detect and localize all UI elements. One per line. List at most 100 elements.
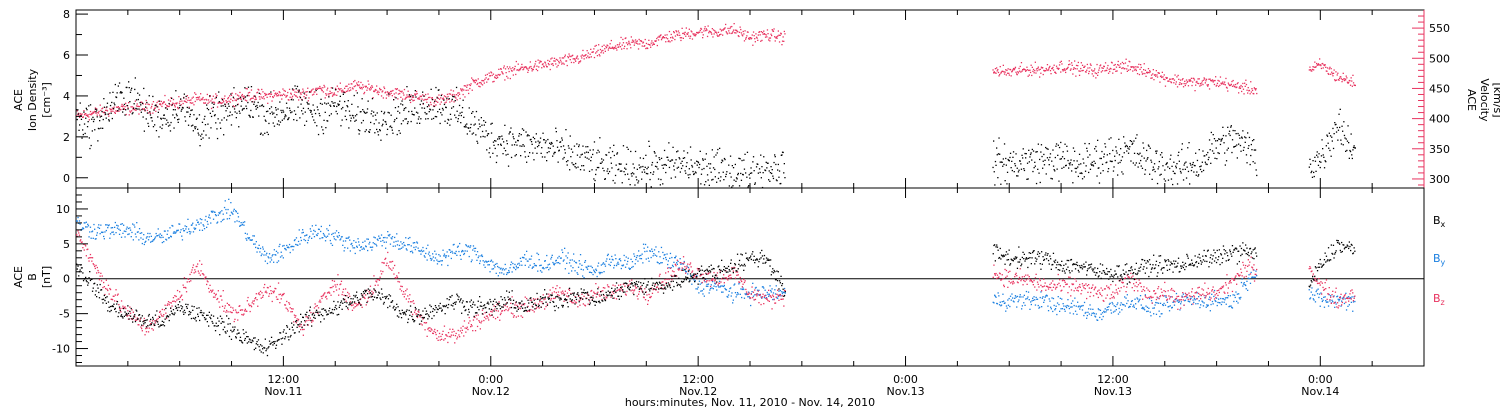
velocity-series-point bbox=[339, 82, 341, 84]
density-series-point bbox=[1221, 137, 1223, 140]
velocity-series-point bbox=[117, 106, 119, 109]
by-series-point bbox=[647, 257, 649, 259]
velocity-series-point bbox=[535, 68, 537, 70]
by-series-point bbox=[331, 233, 333, 236]
by-series-point bbox=[282, 245, 284, 247]
by-series-point bbox=[1030, 301, 1032, 303]
density-series-point bbox=[645, 154, 647, 156]
by-series-point bbox=[1004, 302, 1006, 304]
density-series-point bbox=[1165, 163, 1167, 166]
velocity-series-point bbox=[1124, 62, 1127, 64]
density-series-point bbox=[1068, 162, 1070, 165]
density-series-point bbox=[451, 107, 453, 109]
density-series-point bbox=[141, 108, 143, 111]
by-series-point bbox=[176, 230, 179, 232]
density-series-point bbox=[1083, 162, 1085, 164]
velocity-series-point bbox=[394, 96, 396, 98]
by-series-point bbox=[188, 228, 190, 230]
density-series-point bbox=[448, 119, 450, 121]
density-series-point bbox=[1129, 140, 1131, 142]
density-series-point bbox=[662, 167, 664, 169]
by-series-point bbox=[1318, 293, 1321, 295]
by-series-point bbox=[627, 260, 629, 263]
density-series-point bbox=[1120, 148, 1122, 150]
by-series-point bbox=[573, 260, 575, 262]
density-series-point bbox=[1346, 149, 1348, 152]
density-series-point bbox=[1178, 151, 1180, 153]
by-series-point bbox=[516, 267, 518, 269]
velocity-series-point bbox=[151, 105, 153, 108]
by-series-point bbox=[270, 259, 273, 261]
density-series-point bbox=[501, 138, 504, 140]
velocity-series-point bbox=[366, 87, 369, 89]
by-series-point bbox=[333, 236, 335, 238]
velocity-series-point bbox=[408, 96, 410, 98]
density-series-point bbox=[1255, 169, 1257, 171]
by-series-point bbox=[311, 225, 313, 227]
by-series-point bbox=[174, 232, 177, 234]
density-series-point bbox=[1128, 148, 1130, 150]
velocity-series-point bbox=[548, 64, 550, 66]
velocity-series-point bbox=[1335, 71, 1337, 73]
density-series-point bbox=[1204, 155, 1206, 157]
density-series-point bbox=[715, 154, 717, 156]
velocity-series-point bbox=[1123, 63, 1125, 65]
velocity-series-point bbox=[668, 30, 671, 33]
by-series-point bbox=[442, 249, 444, 251]
density-series-point bbox=[151, 120, 153, 122]
density-series-point bbox=[498, 136, 500, 138]
by-series-point bbox=[523, 257, 525, 259]
by-series-point bbox=[76, 220, 78, 222]
velocity-series-point bbox=[641, 45, 643, 47]
velocity-series-point bbox=[87, 114, 89, 116]
density-series-point bbox=[1083, 176, 1085, 178]
velocity-series-point bbox=[153, 108, 155, 110]
velocity-series-point bbox=[1170, 81, 1172, 83]
density-series-point bbox=[1081, 178, 1084, 180]
by-series-point bbox=[396, 244, 399, 246]
density-series-point bbox=[714, 168, 716, 171]
density-series-point bbox=[285, 102, 288, 104]
velocity-series-point bbox=[541, 67, 543, 69]
density-series-point bbox=[474, 116, 476, 118]
density-series-point bbox=[539, 137, 542, 139]
by-series-point bbox=[133, 224, 135, 226]
by-series-point bbox=[1350, 297, 1352, 299]
velocity-series-point bbox=[227, 96, 230, 99]
by-series-point bbox=[750, 304, 752, 307]
velocity-series-point bbox=[684, 31, 686, 33]
density-series-point bbox=[531, 143, 533, 145]
by-series-point bbox=[1254, 276, 1256, 278]
by-series-point bbox=[760, 296, 762, 298]
by-series-point bbox=[743, 288, 745, 291]
density-series-point bbox=[1311, 170, 1313, 172]
by-series-point bbox=[98, 224, 100, 226]
by-series-point bbox=[1105, 311, 1107, 313]
density-series-point bbox=[1250, 143, 1252, 146]
velocity-series-point bbox=[359, 86, 361, 88]
density-series-point bbox=[1075, 171, 1077, 173]
density-series-point bbox=[242, 108, 244, 110]
by-series-point bbox=[204, 219, 206, 221]
by-series-point bbox=[156, 235, 159, 237]
density-series-point bbox=[276, 114, 278, 116]
by-series-point bbox=[387, 231, 389, 233]
by-series-point bbox=[517, 263, 519, 265]
velocity-series-point bbox=[1039, 76, 1041, 78]
by-series-point bbox=[1022, 296, 1024, 298]
velocity-series-point bbox=[653, 43, 655, 45]
by-series-point bbox=[245, 237, 247, 240]
velocity-series-point bbox=[1048, 68, 1050, 70]
velocity-series-point bbox=[1331, 71, 1333, 73]
by-series-point bbox=[644, 243, 647, 246]
by-series-point bbox=[1348, 304, 1350, 306]
by-series-point bbox=[107, 225, 110, 227]
density-series-point bbox=[1129, 146, 1131, 148]
density-series-point bbox=[577, 166, 579, 168]
by-series-point bbox=[422, 246, 424, 249]
velocity-series-point bbox=[541, 63, 544, 66]
by-series-point bbox=[1338, 300, 1340, 302]
density-series-point bbox=[1061, 167, 1063, 169]
velocity-series-point bbox=[1182, 86, 1185, 88]
velocity-series-point bbox=[115, 106, 118, 108]
